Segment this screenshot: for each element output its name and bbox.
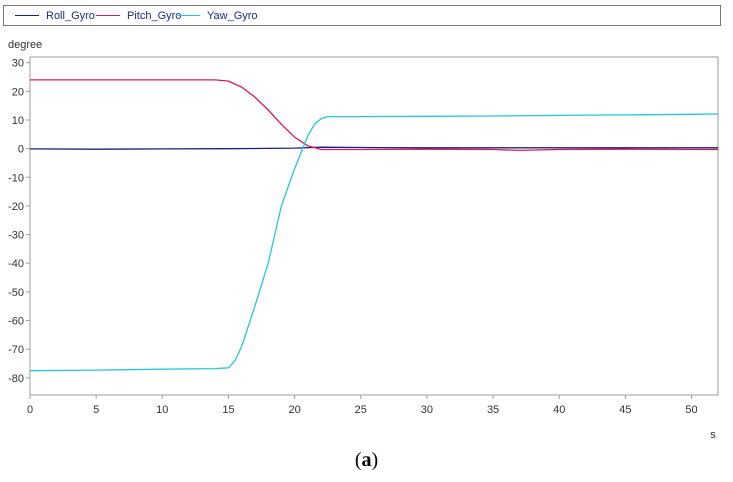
caption-open: ( — [354, 449, 362, 471]
x-tick-label: 20 — [288, 404, 300, 416]
y-axis-label: degree — [8, 39, 42, 51]
x-axis-ticks: 0 5 10 15 20 25 30 35 40 45 50 — [27, 395, 698, 416]
x-axis-label: s — [710, 429, 716, 441]
legend-swatch-yaw — [176, 15, 200, 16]
y-tick-label: -20 — [8, 201, 24, 213]
figure-caption: (a) — [0, 449, 733, 472]
legend-label-roll: Roll_Gyro — [46, 9, 95, 22]
x-tick-label: 50 — [685, 404, 697, 416]
x-tick-label: 45 — [619, 404, 631, 416]
x-tick-label: 25 — [355, 404, 367, 416]
caption-close: ) — [371, 449, 379, 471]
x-tick-label: 40 — [553, 404, 565, 416]
x-tick-label: 30 — [421, 404, 433, 416]
y-tick-label: 10 — [12, 115, 24, 127]
legend-swatch-pitch — [96, 15, 120, 16]
x-tick-label: 0 — [27, 404, 33, 416]
y-tick-label: 30 — [12, 58, 24, 70]
x-tick-label: 10 — [156, 404, 168, 416]
plot-area-frame — [29, 56, 719, 396]
x-tick-label: 35 — [487, 404, 499, 416]
series-line-yaw-gyro — [29, 113, 719, 372]
series-layer — [29, 79, 719, 372]
x-tick-label: 5 — [93, 404, 99, 416]
legend-label-pitch: Pitch_Gyro — [127, 9, 182, 22]
y-tick-label: -80 — [8, 373, 24, 385]
legend-label-yaw: Yaw_Gyro — [207, 9, 258, 22]
y-tick-label: -60 — [8, 316, 24, 328]
y-tick-label: -40 — [8, 258, 24, 270]
y-tick-label: -30 — [8, 230, 24, 242]
series-line-roll-gyro — [29, 146, 718, 150]
series-line-pitch-gyro — [30, 79, 718, 152]
y-tick-label: -10 — [8, 172, 24, 184]
y-tick-label: 20 — [12, 86, 24, 98]
legend-item-yaw: Yaw_Gyro — [176, 6, 258, 25]
legend-item-pitch: Pitch_Gyro — [96, 6, 181, 25]
y-axis-ticks: 30 20 10 0 -10 -20 -30 -40 -50 -60 -70 -80 — [8, 58, 30, 385]
y-tick-label: 0 — [18, 144, 24, 156]
y-tick-label: -70 — [8, 344, 24, 356]
chart-plot: degree s 30 20 10 0 -10 -20 -30 -40 -50 -60 -70 -80… — [8, 39, 719, 441]
chart-legend: Roll_Gyro Pitch_Gyro Yaw_Gyro — [3, 5, 721, 26]
caption-letter: a — [361, 449, 372, 471]
y-tick-label: -50 — [8, 287, 24, 299]
legend-item-roll: Roll_Gyro — [15, 6, 95, 25]
legend-swatch-roll — [15, 15, 39, 16]
x-tick-label: 15 — [222, 404, 234, 416]
